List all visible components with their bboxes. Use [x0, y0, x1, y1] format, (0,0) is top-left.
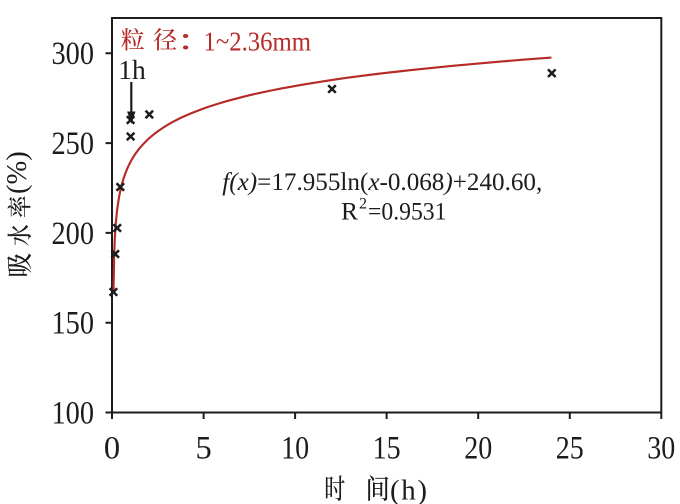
svg-text:f(x)=17.955ln(x-0.068)+240.60,: f(x)=17.955ln(x-0.068)+240.60,	[222, 167, 542, 196]
svg-text:=0.9531: =0.9531	[368, 196, 447, 225]
svg-text:20: 20	[464, 431, 492, 467]
svg-text:30: 30	[647, 431, 675, 467]
svg-text:300: 300	[52, 36, 95, 72]
svg-text:5: 5	[195, 431, 211, 467]
svg-text:200: 200	[52, 216, 95, 252]
svg-text:1~2.36mm: 1~2.36mm	[204, 26, 312, 56]
svg-text:15: 15	[373, 431, 401, 467]
svg-text:R: R	[341, 196, 358, 225]
svg-text:(%): (%)	[2, 151, 33, 194]
svg-text:0: 0	[104, 431, 120, 467]
svg-text:100: 100	[52, 395, 95, 431]
svg-text:1h: 1h	[118, 54, 146, 85]
svg-text:2: 2	[359, 196, 367, 213]
svg-text:150: 150	[52, 306, 95, 342]
svg-text:25: 25	[556, 431, 584, 467]
svg-text:(h): (h)	[390, 475, 427, 504]
svg-text:250: 250	[52, 126, 95, 162]
svg-text:10: 10	[281, 431, 309, 467]
